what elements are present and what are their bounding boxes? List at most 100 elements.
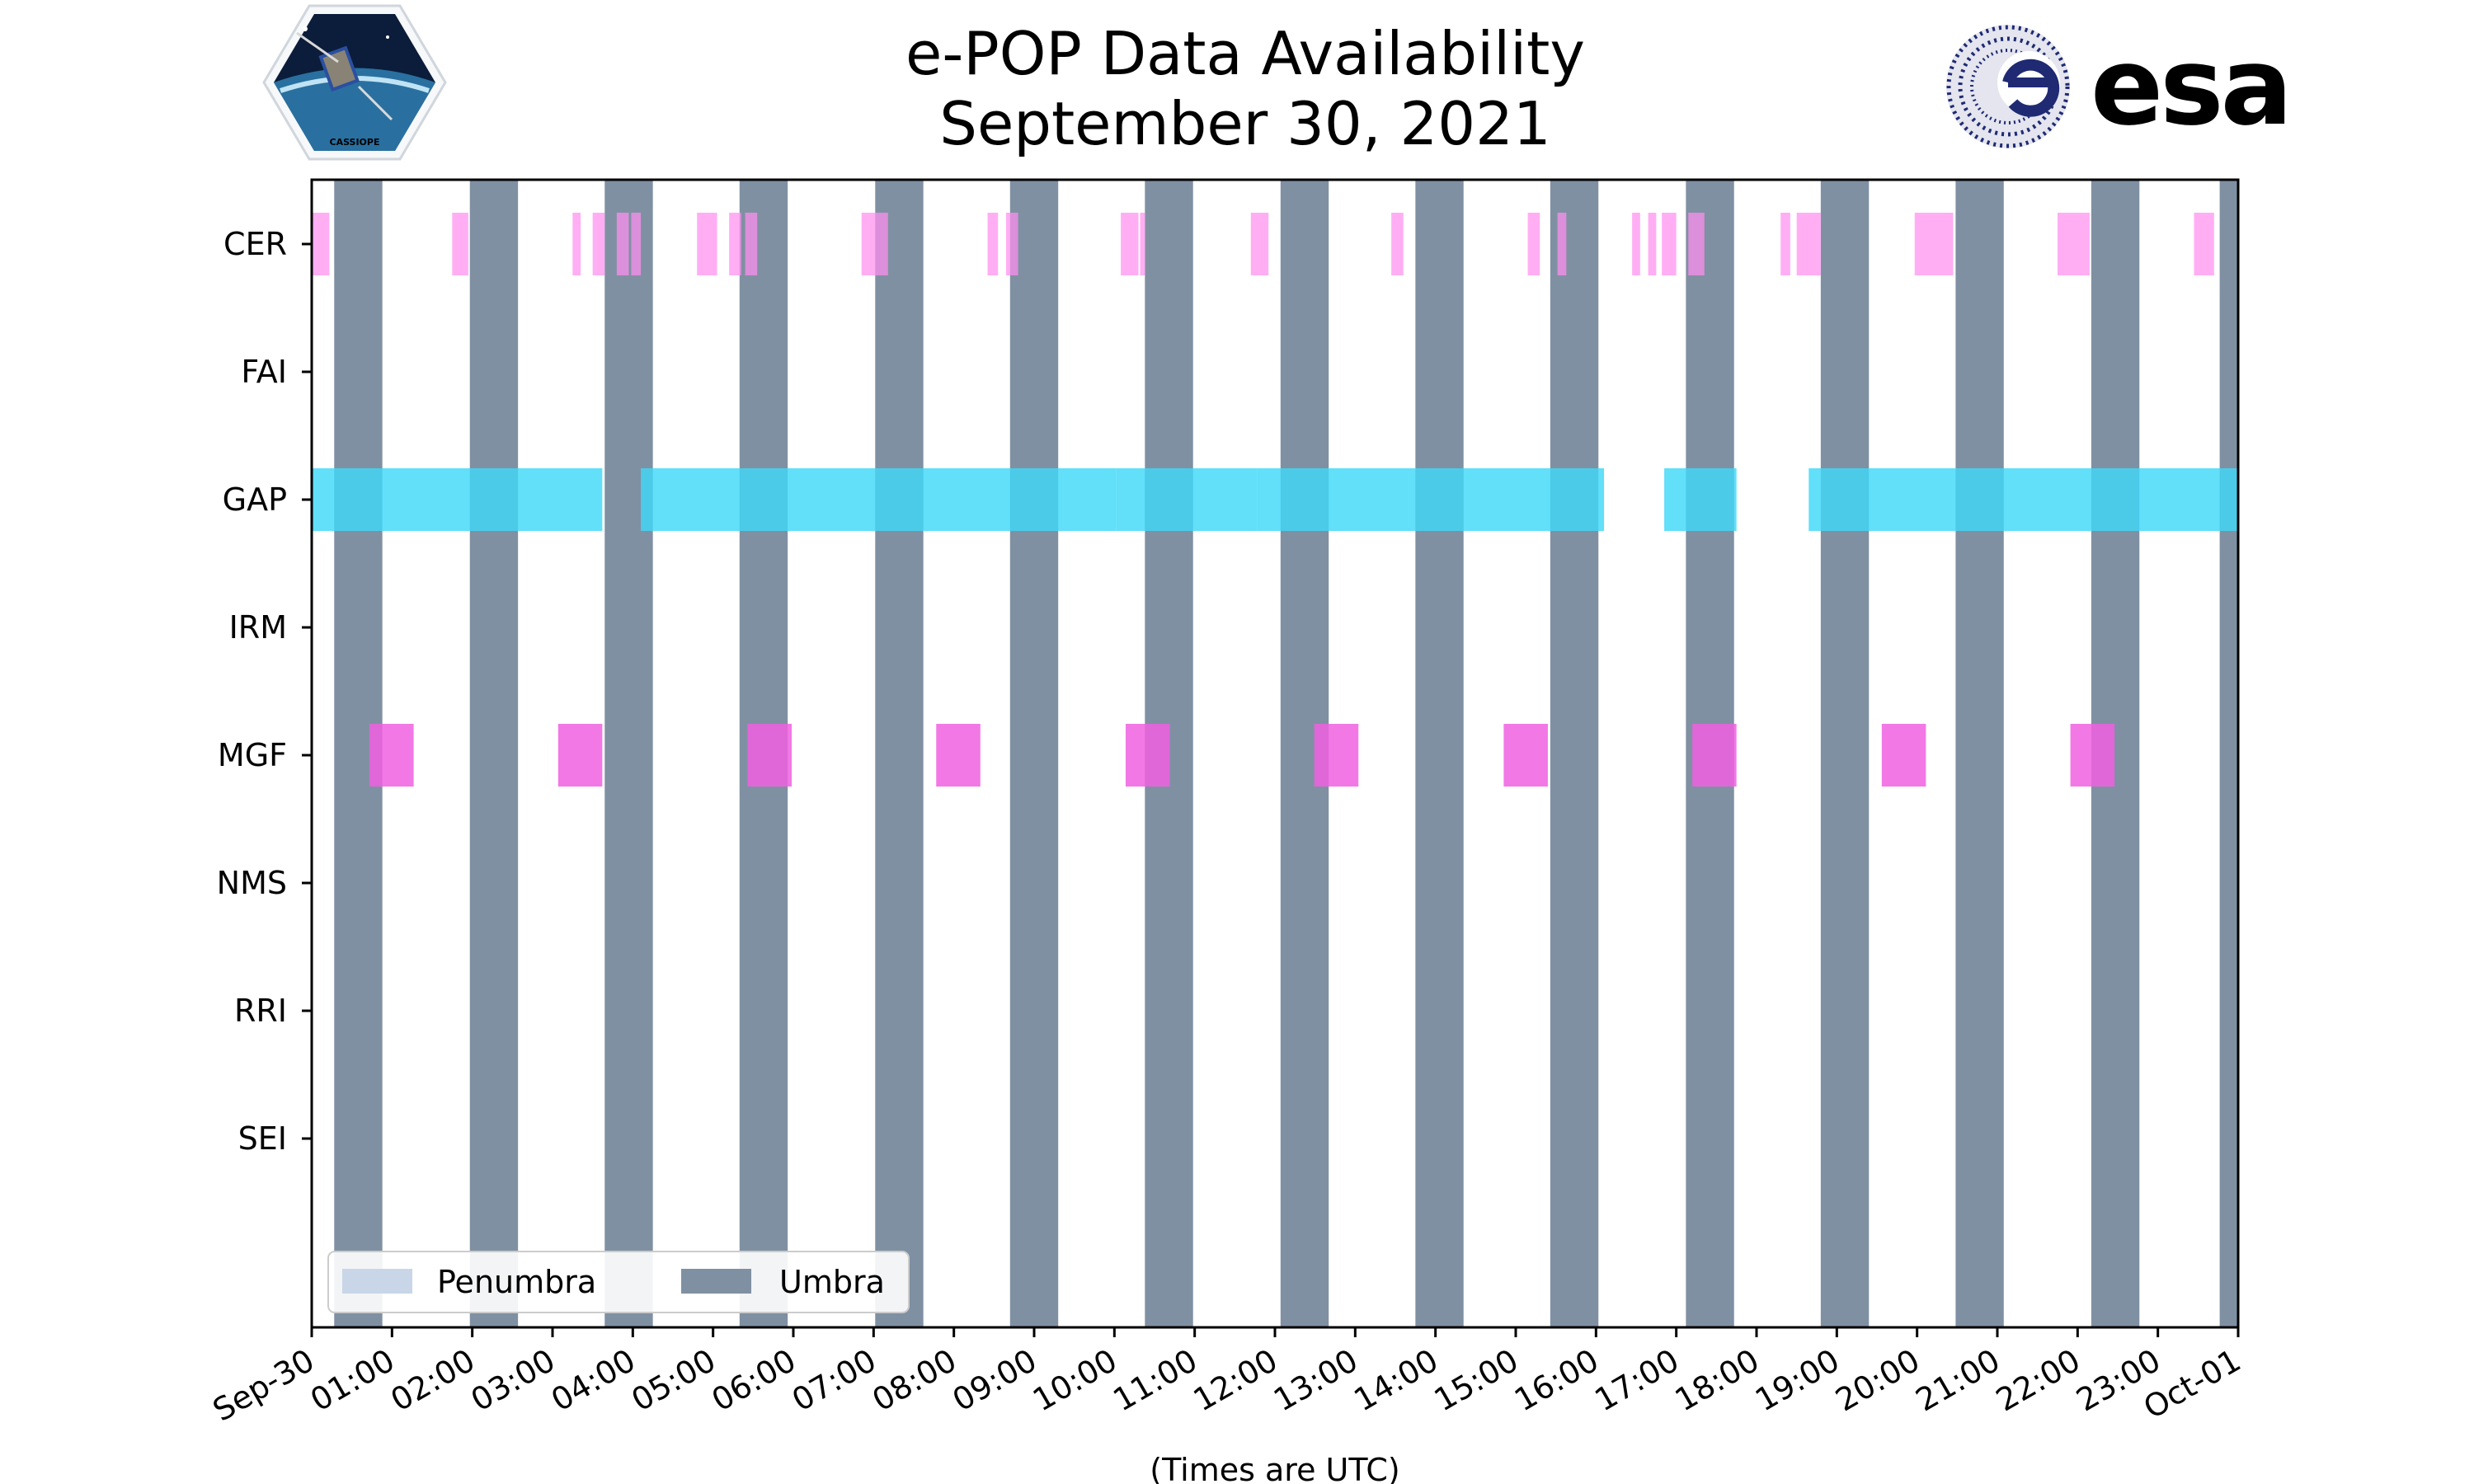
mgf-interval-0: [369, 724, 414, 787]
cer-interval-15: [1391, 213, 1404, 275]
mgf-interval-7: [1692, 724, 1737, 787]
mgf-interval-9: [2070, 724, 2115, 787]
mgf-interval-5: [1314, 724, 1359, 787]
y-tick-label-gap: GAP: [223, 481, 287, 518]
mgf-interval-1: [557, 724, 603, 787]
cer-interval-21: [1688, 213, 1705, 275]
x-axis: Sep-3001:0002:0003:0004:0005:0006:0007:0…: [207, 1327, 2247, 1429]
cer-interval-4: [616, 213, 629, 275]
cer-interval-17: [1557, 213, 1567, 275]
x-tick-label-12: 12:00: [1188, 1342, 1284, 1419]
legend-swatch-umbra: [681, 1269, 751, 1294]
cer-interval-19: [1648, 213, 1657, 275]
legend-swatch-penumbra: [342, 1269, 412, 1294]
cer-interval-8: [745, 213, 758, 275]
x-tick-label-0: Sep-30: [207, 1342, 321, 1429]
umbra-band-11: [1820, 180, 1870, 1327]
legend-label-umbra: Umbra: [779, 1264, 885, 1300]
esa-logo: esa: [1946, 24, 2293, 149]
mgf-interval-2: [747, 724, 793, 787]
x-tick-label-5: 05:00: [625, 1342, 722, 1419]
cer-interval-22: [1780, 213, 1790, 275]
cer-interval-10: [987, 213, 999, 275]
cer-interval-25: [2058, 213, 2090, 275]
x-tick-label-15: 15:00: [1428, 1342, 1525, 1419]
x-tick-label-3: 03:00: [465, 1342, 562, 1419]
legend-box: [327, 1251, 910, 1313]
x-tick-label-20: 20:00: [1829, 1342, 1926, 1419]
chart-title-line-1: e-POP Data Availability: [905, 19, 1585, 88]
y-axis: CER FAI GAP IRM MGF NMS RRI SEI: [217, 226, 312, 1157]
cer-interval-18: [1632, 213, 1640, 275]
instrument-series: [312, 213, 2238, 787]
legend-label-penumbra: Penumbra: [437, 1264, 596, 1300]
cassiope-logo: CASSIOPE: [262, 4, 447, 161]
x-tick-label-14: 14:00: [1348, 1342, 1444, 1419]
cer-interval-5: [631, 213, 642, 275]
x-tick-label-2: 02:00: [384, 1342, 481, 1419]
satellite-icon: [296, 31, 393, 121]
chart-title-line-2: September 30, 2021: [939, 89, 1550, 158]
x-tick-label-1: 01:00: [304, 1342, 401, 1419]
y-tick-label-mgf: MGF: [218, 737, 287, 773]
x-tick-label-19: 19:00: [1749, 1342, 1846, 1419]
umbra-band-14: [2219, 180, 2238, 1327]
gap-interval-5: [1808, 468, 2238, 531]
umbra-band-9: [1550, 180, 1599, 1327]
cer-interval-16: [1527, 213, 1540, 275]
gap-interval-4: [1664, 468, 1737, 531]
esa-emblem-icon: [1946, 25, 2070, 148]
x-tick-label-18: 18:00: [1669, 1342, 1766, 1419]
umbra-band-8: [1415, 180, 1464, 1327]
x-tick-label-13: 13:00: [1268, 1342, 1364, 1419]
y-tick-label-nms: NMS: [217, 865, 287, 901]
cer-interval-23: [1796, 213, 1821, 275]
cer-interval-7: [729, 213, 741, 275]
esa-logo-text: esa: [2091, 24, 2289, 149]
cer-interval-11: [1005, 213, 1018, 275]
cer-interval-24: [1914, 213, 1954, 275]
x-tick-label-8: 08:00: [866, 1342, 962, 1419]
cer-interval-3: [592, 213, 605, 275]
cer-interval-0: [312, 213, 330, 275]
cer-interval-14: [1250, 213, 1269, 275]
gap-interval-2: [1116, 468, 1258, 531]
umbra-band-4: [875, 180, 924, 1327]
umbra-band-5: [1009, 180, 1059, 1327]
cer-interval-20: [1662, 213, 1677, 275]
gap-interval-1: [641, 468, 1117, 531]
x-tick-label-10: 10:00: [1027, 1342, 1123, 1419]
cer-interval-13: [1140, 213, 1145, 275]
gap-interval-3: [1257, 468, 1605, 531]
umbra-band-12: [1955, 180, 2004, 1327]
umbra-bands: [334, 180, 2238, 1327]
y-tick-label-rri: RRI: [234, 993, 287, 1029]
x-tick-label-16: 16:00: [1508, 1342, 1605, 1419]
cassiope-logo-text: CASSIOPE: [330, 137, 380, 148]
x-tick-label-17: 17:00: [1588, 1342, 1685, 1419]
y-tick-label-fai: FAI: [241, 354, 287, 390]
cer-interval-1: [452, 213, 468, 275]
x-axis-label: (Times are UTC): [1150, 1452, 1399, 1484]
chart-legend: Penumbra Umbra: [327, 1251, 910, 1313]
y-tick-label-sei: SEI: [238, 1120, 287, 1157]
cer-interval-6: [697, 213, 717, 275]
x-tick-label-4: 04:00: [545, 1342, 642, 1419]
x-tick-label-9: 09:00: [947, 1342, 1043, 1419]
x-tick-label-21: 21:00: [1910, 1342, 2006, 1419]
mgf-interval-4: [1125, 724, 1170, 787]
cer-interval-9: [861, 213, 888, 275]
cer-interval-26: [2194, 213, 2214, 275]
umbra-band-2: [604, 180, 653, 1327]
cer-interval-12: [1121, 213, 1139, 275]
cer-interval-2: [572, 213, 581, 275]
x-tick-label-7: 07:00: [786, 1342, 882, 1419]
umbra-band-1: [469, 180, 519, 1327]
x-tick-label-11: 11:00: [1107, 1342, 1203, 1419]
y-tick-label-cer: CER: [223, 226, 287, 262]
y-tick-label-irm: IRM: [229, 609, 287, 646]
x-tick-label-22: 22:00: [1990, 1342, 2086, 1419]
x-tick-label-6: 06:00: [706, 1342, 802, 1419]
mgf-interval-8: [1881, 724, 1926, 787]
